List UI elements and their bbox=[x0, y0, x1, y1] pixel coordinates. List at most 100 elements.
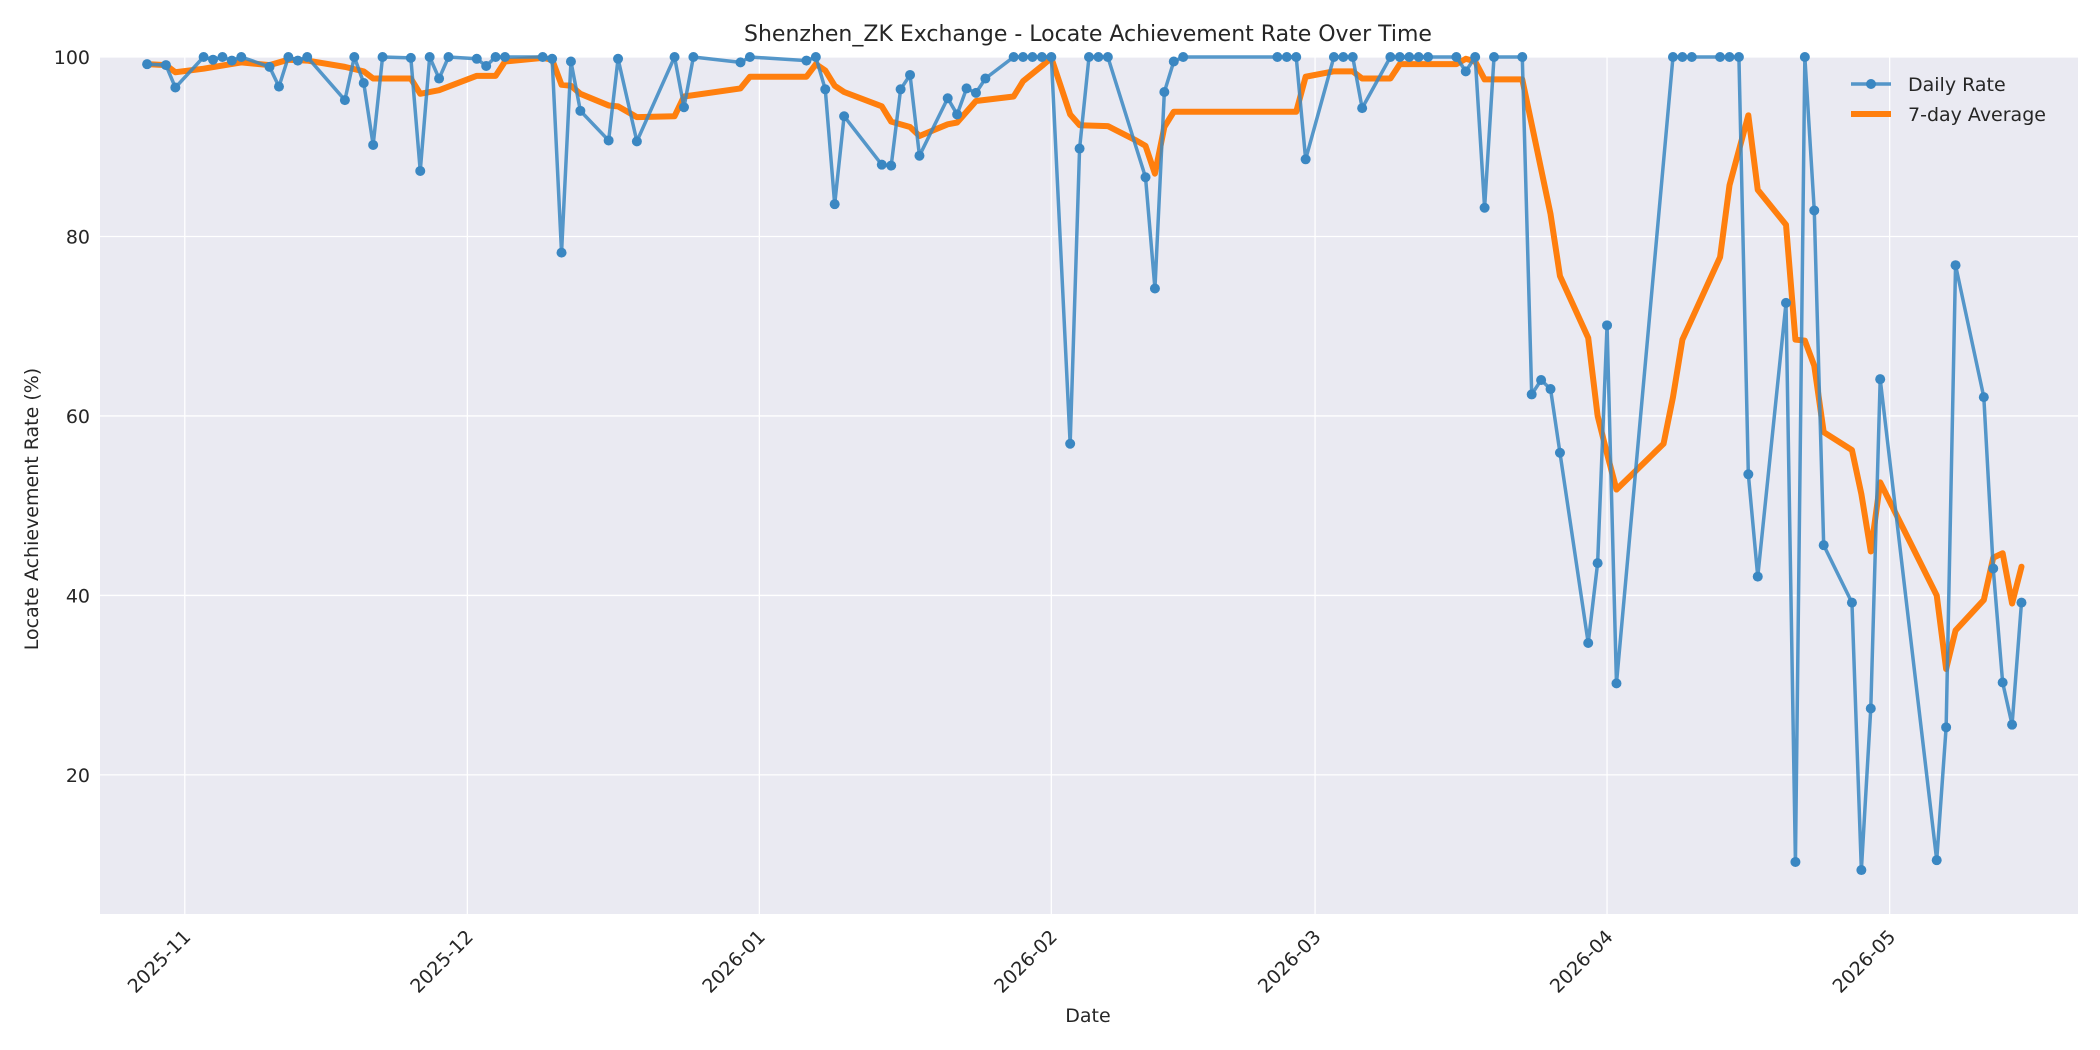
daily-rate-point bbox=[1536, 375, 1547, 386]
daily-rate-point bbox=[820, 84, 831, 95]
daily-rate-point bbox=[1997, 677, 2008, 688]
daily-rate-point bbox=[1008, 52, 1019, 62]
daily-rate-point bbox=[1178, 52, 1189, 62]
daily-rate-point bbox=[1677, 52, 1688, 62]
daily-rate-point bbox=[905, 69, 916, 80]
daily-rate-point bbox=[1781, 297, 1792, 308]
daily-rate-point bbox=[1583, 637, 1594, 648]
daily-rate-point bbox=[170, 82, 181, 93]
daily-rate-point bbox=[1404, 52, 1415, 62]
daily-rate-point bbox=[565, 56, 576, 67]
series-daily-rate bbox=[142, 52, 2027, 876]
daily-rate-point bbox=[735, 57, 746, 68]
daily-rate-point bbox=[349, 52, 360, 62]
daily-rate-point bbox=[1451, 52, 1462, 62]
daily-rate-point bbox=[1988, 563, 1999, 574]
daily-rate-point bbox=[547, 53, 558, 64]
daily-rate-point bbox=[829, 199, 840, 210]
chart-title: Shenzhen_ZK Exchange - Locate Achievemen… bbox=[744, 22, 1432, 47]
daily-rate-point bbox=[1338, 52, 1349, 62]
daily-rate-point bbox=[1667, 52, 1678, 62]
daily-rate-point bbox=[556, 247, 567, 258]
daily-rate-point bbox=[1686, 52, 1697, 62]
daily-rate-point bbox=[952, 109, 963, 120]
daily-rate-point bbox=[198, 52, 209, 62]
daily-rate-point bbox=[876, 159, 887, 170]
daily-rate-point bbox=[1385, 52, 1396, 62]
daily-rate-point bbox=[2016, 597, 2027, 608]
daily-rate-point bbox=[1074, 143, 1085, 154]
daily-rate-point bbox=[678, 102, 689, 113]
daily-rate-point bbox=[160, 60, 171, 71]
daily-rate-point bbox=[1036, 52, 1047, 62]
daily-rate-point bbox=[1018, 52, 1029, 62]
daily-rate-point bbox=[1046, 52, 1057, 62]
legend-average-label: 7-day Average bbox=[1908, 104, 2046, 126]
daily-rate-point bbox=[1460, 66, 1471, 77]
daily-rate-point bbox=[1479, 202, 1490, 213]
daily-rate-point bbox=[443, 52, 454, 62]
daily-rate-point bbox=[481, 60, 492, 71]
daily-rate-point bbox=[537, 52, 548, 62]
daily-rate-point bbox=[1291, 52, 1302, 62]
daily-rate-point bbox=[1931, 855, 1942, 866]
daily-rate-point bbox=[1357, 103, 1368, 114]
daily-rate-point bbox=[1281, 52, 1292, 62]
daily-rate-point bbox=[377, 52, 388, 62]
daily-rate-point bbox=[471, 53, 482, 64]
daily-rate-point bbox=[942, 93, 953, 104]
daily-rate-point bbox=[302, 52, 313, 62]
daily-rate-point bbox=[1846, 597, 1857, 608]
legend-daily-marker bbox=[1866, 79, 1876, 89]
daily-rate-point bbox=[1159, 86, 1170, 97]
daily-rate-point bbox=[801, 55, 812, 66]
daily-rate-point bbox=[1724, 52, 1735, 62]
daily-rate-point bbox=[292, 55, 303, 66]
daily-rate-point bbox=[1790, 856, 1801, 867]
daily-rate-point bbox=[1149, 283, 1160, 294]
daily-rate-point bbox=[2007, 719, 2018, 730]
daily-rate-point bbox=[839, 111, 850, 122]
daily-rate-point bbox=[980, 73, 991, 84]
daily-rate-point bbox=[1856, 865, 1867, 876]
daily-rate-point bbox=[1328, 52, 1339, 62]
daily-rate-point bbox=[208, 54, 219, 65]
daily-rate-point bbox=[1526, 389, 1537, 400]
daily-rate-point bbox=[1715, 52, 1726, 62]
daily-rate-point bbox=[368, 139, 379, 150]
daily-rate-point bbox=[500, 52, 511, 62]
average-line bbox=[144, 54, 2025, 673]
daily-rate-point bbox=[1084, 52, 1094, 62]
daily-rate-point bbox=[1733, 52, 1744, 62]
daily-rate-point bbox=[1413, 52, 1424, 62]
daily-rate-point bbox=[1065, 438, 1076, 449]
daily-rate-point bbox=[1602, 320, 1613, 331]
daily-rate-point bbox=[1950, 260, 1961, 271]
daily-rate-point bbox=[1799, 52, 1810, 62]
daily-rate-point bbox=[1140, 172, 1151, 183]
daily-rate-point bbox=[283, 52, 294, 62]
daily-rate-point bbox=[1027, 52, 1038, 62]
daily-rate-point bbox=[1818, 540, 1829, 551]
legend-daily-label: Daily Rate bbox=[1908, 74, 2006, 96]
daily-rate-point bbox=[744, 52, 755, 62]
daily-rate-point bbox=[1347, 52, 1358, 62]
daily-rate-point bbox=[970, 87, 981, 98]
y-tick-label: 100 bbox=[54, 47, 90, 69]
daily-rate-point bbox=[236, 52, 247, 62]
daily-rate-point bbox=[1875, 374, 1886, 385]
daily-rate-point bbox=[669, 52, 680, 62]
daily-rate-point bbox=[1394, 52, 1405, 62]
daily-rate-point bbox=[914, 150, 925, 161]
daily-rate-point bbox=[1592, 558, 1603, 569]
daily-rate-point bbox=[339, 95, 350, 106]
series-7-day-average bbox=[144, 54, 2025, 673]
daily-rate-point bbox=[1611, 678, 1622, 689]
daily-rate-point bbox=[1752, 571, 1763, 582]
x-axis-label: Date bbox=[1065, 1005, 1110, 1027]
plot-area bbox=[100, 57, 2078, 914]
daily-rate-point bbox=[490, 52, 501, 62]
daily-rate-point bbox=[1941, 722, 1952, 733]
y-tick-label: 60 bbox=[66, 406, 90, 428]
